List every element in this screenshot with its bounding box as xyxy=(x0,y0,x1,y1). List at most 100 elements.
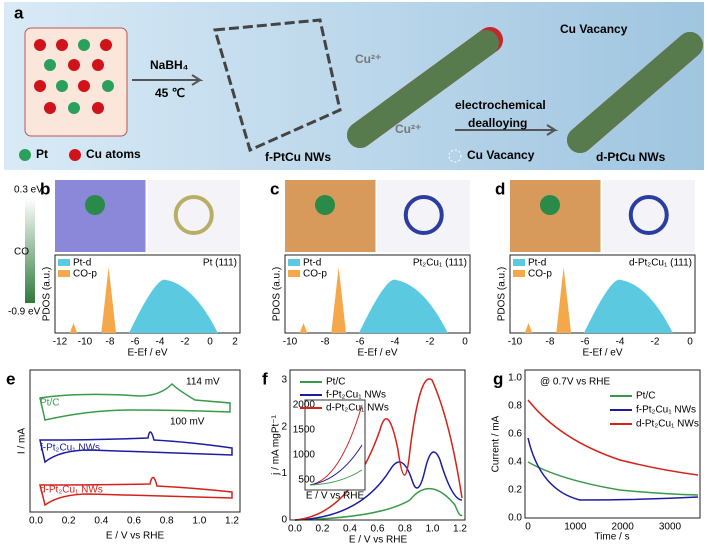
vacancy-symbol xyxy=(448,149,462,163)
y-axis-label: I / mA xyxy=(17,428,28,454)
x-tick-label: -8 xyxy=(321,337,330,348)
x-axis-label: E / V vs RHE xyxy=(349,535,408,544)
y-tick-label: 1000 xyxy=(293,450,316,461)
curve-label: d-Pt₂Cu₁ NWs xyxy=(40,485,103,496)
cu-ion: Cu²⁺ xyxy=(355,52,381,66)
colorbar-top: 0.3 eV xyxy=(14,185,43,196)
x-tick-label: -6 xyxy=(131,337,140,348)
x-tick-label: -4 xyxy=(616,337,625,348)
panel-label: c xyxy=(270,179,279,198)
y-axis-label: PDOS (a.u.) xyxy=(42,267,53,321)
charge-image xyxy=(147,180,240,252)
x-axis-label: E-Ef / eV xyxy=(582,348,622,359)
x-tick-label: 2 xyxy=(232,337,238,348)
y-tick-label: 0.6 xyxy=(508,429,522,440)
x-tick-label: -8 xyxy=(546,337,555,348)
y-tick-label: 0.4 xyxy=(508,457,522,468)
legend-label: Pt/C xyxy=(636,391,655,402)
x-tick-label: -10 xyxy=(508,337,523,348)
dptcu-label: d-PtCu NWs xyxy=(596,150,666,164)
x-tick-label: -6 xyxy=(581,337,590,348)
x-tick-label: 1.2 xyxy=(225,516,239,527)
x-tick-label: 0.6 xyxy=(371,524,385,535)
panel-label: f xyxy=(262,369,268,388)
x-axis-label: E / V vs RHE xyxy=(106,531,165,542)
x-tick-label: 1.2 xyxy=(453,524,467,535)
atoms xyxy=(19,39,114,161)
co-p-pdos xyxy=(299,267,347,333)
x-tick-label: 0 xyxy=(207,337,213,348)
ca-curves xyxy=(527,399,699,501)
shift-label: 100 mV xyxy=(170,417,205,428)
nanowire-dealloyed-pt xyxy=(567,32,703,153)
panel-label: b xyxy=(40,179,50,198)
y-tick-label: 2 xyxy=(281,421,287,432)
x-tick-label: -12 xyxy=(53,337,68,348)
arrow xyxy=(132,74,204,86)
x-tick-label: 1000 xyxy=(564,522,587,533)
nanowire-network xyxy=(213,18,342,153)
y-tick-label: 0.0 xyxy=(508,513,522,524)
axes-frame xyxy=(29,369,241,513)
x-tick-label: -4 xyxy=(391,337,400,348)
shift-label: 114 mV xyxy=(186,377,220,388)
y-axis-label: j / mA mgPt⁻¹ xyxy=(271,414,282,475)
legend-label: CO-p xyxy=(73,269,97,280)
axes-frame xyxy=(289,369,466,521)
co-p-pdos xyxy=(69,267,117,333)
x-tick-label: -6 xyxy=(356,337,365,348)
x-tick-label: 0.4 xyxy=(343,524,357,535)
note: @ 0.7V vs RHE xyxy=(540,377,611,388)
step: electrochemical xyxy=(455,98,546,112)
x-axis-label: E-Ef / eV xyxy=(127,348,167,359)
x-tick-label: 0.2 xyxy=(316,524,330,535)
co-atom xyxy=(540,195,560,215)
charge-image xyxy=(377,180,470,252)
y-tick-label: 1500 xyxy=(293,425,316,436)
y-axis-label: PDOS (a.u.) xyxy=(497,267,508,321)
temperature: 45 ℃ xyxy=(155,86,185,100)
y-tick-label: 0.2 xyxy=(508,485,522,496)
co-atom xyxy=(315,195,335,215)
x-tick-label: -10 xyxy=(78,337,93,348)
legend-label: CO-p xyxy=(528,269,552,280)
fptcu-label: f-PtCu NWs xyxy=(265,150,331,164)
x-axis-label: E-Ef / eV xyxy=(357,348,397,359)
x-axis-label: Time / s xyxy=(594,532,629,543)
x-tick-label: 0.6 xyxy=(127,516,141,527)
charge-image xyxy=(602,180,695,252)
x-tick-label: 0.4 xyxy=(94,516,108,527)
legend-label: d-Pt₂Cu₁ NWs xyxy=(326,403,389,414)
legend-label: f-Pt₂Cu₁ NWs xyxy=(326,390,386,401)
legend-swatch xyxy=(288,259,300,266)
pdos-title: Pt₂Cu₁ (111) xyxy=(413,258,467,269)
legend-label: Pt-d xyxy=(528,258,546,269)
legend-label: Pt-d xyxy=(303,258,321,269)
x-tick-label: 0.2 xyxy=(62,516,76,527)
curve-label: Pt/C xyxy=(40,398,59,409)
co-atom xyxy=(85,195,105,215)
y-axis-label: PDOS (a.u.) xyxy=(272,267,283,321)
cv-curves xyxy=(39,382,233,507)
colorbar-middle: CO xyxy=(14,247,29,258)
legend-label: d-Pt₂Cu₁ NWs xyxy=(636,419,699,430)
y-tick-label: 1.0 xyxy=(508,373,522,384)
legend-swatch xyxy=(58,259,70,266)
legend-swatch xyxy=(513,259,525,266)
panel-label: d xyxy=(495,179,505,198)
x-tick-label: -2 xyxy=(426,337,435,348)
cu-ion: Cu²⁺ xyxy=(395,122,421,136)
density xyxy=(403,195,444,235)
pt-d-pdos xyxy=(129,279,218,333)
legend-pt: Pt xyxy=(36,147,48,161)
pt-d-pdos xyxy=(584,279,673,333)
y-tick-label: 0.8 xyxy=(508,401,522,412)
arrow xyxy=(455,124,559,136)
x-tick-label: -2 xyxy=(651,337,660,348)
y-tick-label: 500 xyxy=(298,475,315,486)
reagent: NaBH₄ xyxy=(150,58,189,72)
y-tick-label: 2000 xyxy=(293,400,316,411)
nanowire-pt xyxy=(347,27,503,148)
step: dealloying xyxy=(468,116,527,130)
legend-swatch xyxy=(288,270,300,277)
